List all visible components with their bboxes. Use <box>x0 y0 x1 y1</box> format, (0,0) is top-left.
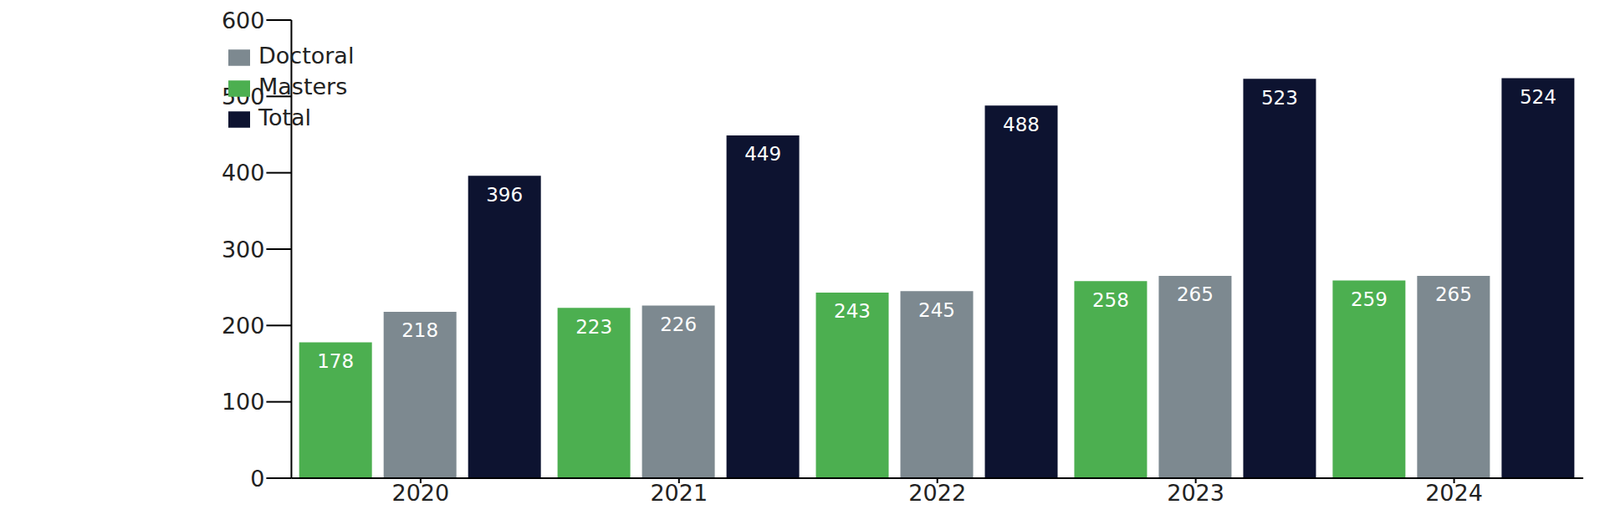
svg-text:0: 0 <box>250 465 265 492</box>
svg-text:500: 500 <box>221 83 266 110</box>
svg-text:218: 218 <box>401 319 439 342</box>
svg-text:2024: 2024 <box>1425 480 1483 507</box>
svg-text:300: 300 <box>221 236 266 263</box>
svg-text:100: 100 <box>221 388 266 415</box>
svg-text:265: 265 <box>1176 283 1214 306</box>
svg-text:400: 400 <box>221 159 266 186</box>
svg-text:243: 243 <box>833 300 871 323</box>
html-text:Total: Total <box>258 104 312 131</box>
html-text:Masters: Masters <box>258 73 348 100</box>
svg-text:2021: 2021 <box>649 480 708 507</box>
svg-text:600: 600 <box>221 7 266 34</box>
html-text:Doctoral: Doctoral <box>258 42 355 69</box>
svg-text:259: 259 <box>1350 288 1388 311</box>
svg-text:178: 178 <box>316 350 354 373</box>
svg-text:396: 396 <box>485 184 523 206</box>
svg-text:226: 226 <box>659 313 697 336</box>
svg-text:265: 265 <box>1435 283 1473 306</box>
svg-text:523: 523 <box>1261 86 1299 109</box>
svg-text:524: 524 <box>1519 86 1557 108</box>
svg-text:200: 200 <box>221 312 266 339</box>
svg-text:2020: 2020 <box>392 480 450 507</box>
svg-text:2023: 2023 <box>1166 480 1225 507</box>
svg-text:449: 449 <box>744 143 782 165</box>
svg-text:223: 223 <box>575 316 613 338</box>
svg-text:258: 258 <box>1092 289 1130 312</box>
svg-text:488: 488 <box>1002 113 1040 136</box>
svg-text:2022: 2022 <box>908 480 967 507</box>
svg-text:245: 245 <box>918 299 956 322</box>
